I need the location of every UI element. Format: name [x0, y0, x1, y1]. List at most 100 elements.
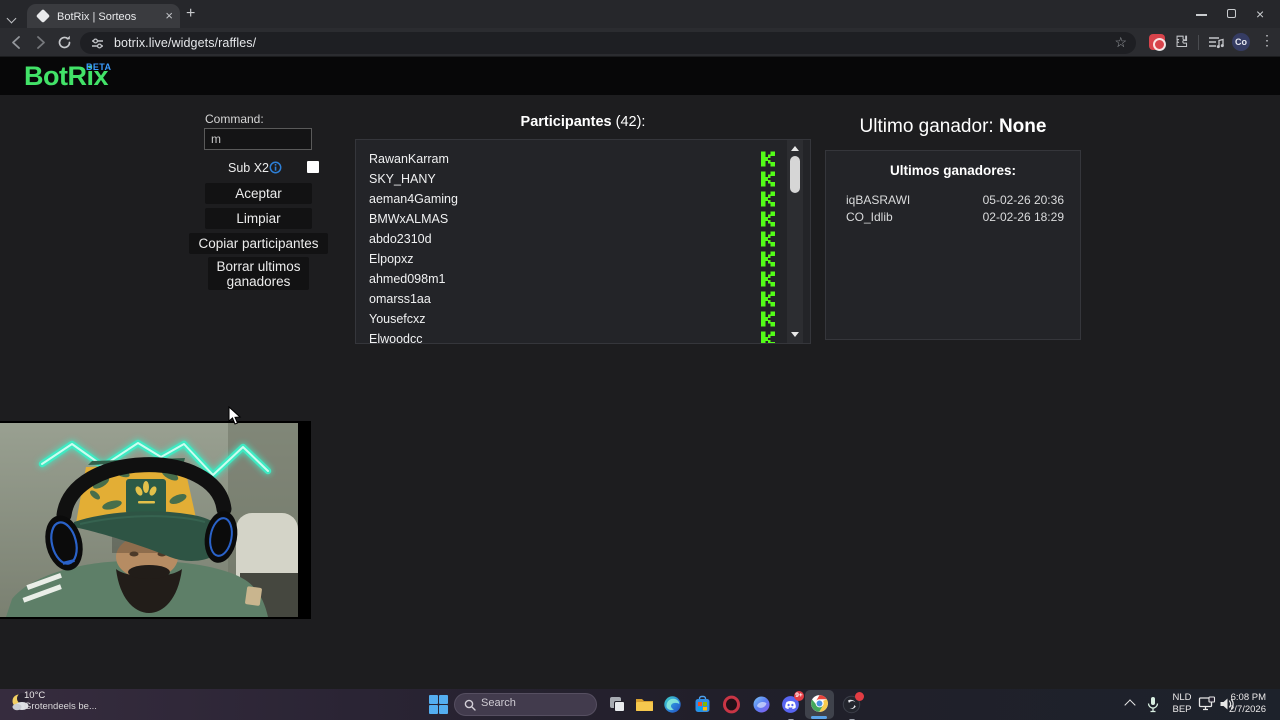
- command-label: Command:: [205, 112, 264, 126]
- scroll-up-icon[interactable]: [791, 146, 799, 151]
- discord-icon[interactable]: 9+: [781, 691, 804, 720]
- tab-title: BotRix | Sorteos: [57, 11, 137, 23]
- participants-heading: Participantes (42):: [355, 114, 811, 130]
- window-minimize-button[interactable]: [1196, 14, 1207, 16]
- participant-row: RawanKarram: [356, 149, 810, 169]
- kick-icon: [761, 211, 775, 227]
- tray-time-text: 6:08 PM: [1230, 692, 1266, 703]
- kick-icon: [761, 291, 775, 307]
- last-winner-value: None: [998, 116, 1047, 137]
- copilot-icon[interactable]: [752, 695, 771, 714]
- participants-scrollbar[interactable]: [787, 140, 803, 343]
- participant-row: BMWxALMAS: [356, 209, 810, 229]
- extensions-puzzle-icon[interactable]: [1174, 34, 1189, 49]
- sub-x2-checkbox[interactable]: [307, 161, 319, 173]
- network-icon[interactable]: [1198, 696, 1216, 712]
- new-tab-button[interactable]: +: [186, 5, 196, 22]
- winner-date: 02-02-26 18:29: [982, 210, 1064, 224]
- toolbar-divider: [1198, 35, 1199, 50]
- window-close-button[interactable]: ×: [1256, 6, 1265, 22]
- taskbar-search[interactable]: [454, 693, 597, 716]
- winner-name: iqBASRAWI: [846, 193, 911, 207]
- kick-icon: [761, 311, 775, 327]
- chrome-icon[interactable]: [810, 694, 829, 713]
- tray-chevron-icon[interactable]: [1124, 699, 1136, 711]
- participants-list: RawanKarram SKY_HANY aeman4Gaming BMWxAL…: [355, 139, 811, 344]
- address-bar[interactable]: botrix.live/widgets/raffles/ ☆: [80, 31, 1136, 54]
- active-indicator: [811, 716, 827, 719]
- back-icon[interactable]: [8, 34, 25, 51]
- tab-close-icon[interactable]: ×: [165, 8, 173, 23]
- sub-x2-label: Sub X2: [228, 161, 270, 175]
- scroll-down-icon[interactable]: [791, 332, 799, 337]
- media-controls-icon[interactable]: [1208, 35, 1224, 50]
- winners-title: Ultimos ganadores:: [889, 163, 1017, 178]
- site-header: BotRix BETA: [0, 57, 1280, 95]
- edge-browser-icon[interactable]: [663, 695, 682, 714]
- file-explorer-icon[interactable]: [635, 695, 654, 714]
- chrome-active-highlight[interactable]: [805, 690, 834, 719]
- reload-icon[interactable]: [56, 34, 73, 51]
- participant-row: ahmed098m1: [356, 269, 810, 289]
- tray-date-text: 2/7/2026: [1229, 704, 1266, 715]
- weather-temp[interactable]: 10°C: [24, 690, 46, 701]
- kick-icon: [761, 171, 775, 187]
- browser-toolbar: botrix.live/widgets/raffles/ ☆ Co ⋮: [0, 28, 1280, 57]
- obs-badge: [855, 692, 864, 701]
- accept-button[interactable]: Aceptar: [205, 183, 312, 204]
- volume-icon[interactable]: [1219, 696, 1235, 712]
- headphone-earcup-right: [204, 511, 238, 563]
- person-beard: [116, 569, 182, 613]
- weather-icon[interactable]: [10, 692, 32, 714]
- headphone-earcup-left: [45, 515, 83, 571]
- webcam-overlay: [0, 421, 311, 619]
- participant-row: SKY_HANY: [356, 169, 810, 189]
- info-icon[interactable]: [269, 161, 282, 174]
- scrollbar-thumb[interactable]: [790, 156, 800, 193]
- participants-count: (42):: [615, 114, 646, 130]
- participants-title: Participantes: [520, 114, 612, 130]
- webcam-video: [0, 423, 298, 617]
- participant-row: abdo2310d: [356, 229, 810, 249]
- microsoft-store-icon[interactable]: [693, 695, 712, 714]
- site-settings-icon[interactable]: [91, 37, 104, 50]
- browser-tabstrip: BotRix | Sorteos × + ×: [0, 0, 1280, 28]
- participant-row: aeman4Gaming: [356, 189, 810, 209]
- window-controls: ×: [1194, 0, 1280, 28]
- headphones-band: [56, 457, 232, 523]
- task-view-button[interactable]: [608, 695, 627, 714]
- copy-participants-button[interactable]: Copiar participantes: [189, 233, 328, 254]
- start-button[interactable]: [429, 695, 448, 714]
- profile-avatar[interactable]: Co: [1232, 33, 1250, 51]
- tray-language[interactable]: NLD BEP: [1172, 692, 1192, 715]
- browser-tab[interactable]: BotRix | Sorteos ×: [27, 4, 180, 28]
- microphone-icon[interactable]: [1146, 696, 1160, 713]
- browser-menu-icon[interactable]: ⋮: [1260, 32, 1274, 48]
- search-input[interactable]: [481, 697, 581, 709]
- extension-icon[interactable]: [1149, 34, 1166, 51]
- search-icon: [464, 699, 476, 711]
- participant-row: Elwoodcc: [356, 329, 810, 343]
- obs-icon[interactable]: [842, 692, 864, 720]
- forward-icon[interactable]: [32, 34, 49, 51]
- opera-gx-icon[interactable]: [722, 695, 741, 714]
- tab-search-icon[interactable]: [6, 9, 17, 24]
- participant-row: Yousefcxz: [356, 309, 810, 329]
- winner-name: CO_Idlib: [846, 210, 893, 224]
- bookmark-star-icon[interactable]: ☆: [1114, 33, 1127, 50]
- clear-button[interactable]: Limpiar: [205, 208, 312, 229]
- botrix-logo[interactable]: BotRix: [24, 61, 109, 91]
- kick-icon: [761, 191, 775, 207]
- kick-icon: [761, 151, 775, 167]
- site-favicon-icon: [35, 8, 51, 24]
- url-text[interactable]: botrix.live/widgets/raffles/: [114, 35, 257, 50]
- kick-icon: [761, 251, 775, 267]
- delete-winners-button[interactable]: Borrar ultimos ganadores: [208, 257, 309, 290]
- weather-desc[interactable]: Grotendeels be...: [24, 701, 97, 712]
- kick-icon: [761, 331, 775, 343]
- window-maximize-button[interactable]: [1227, 9, 1236, 18]
- tray-clock[interactable]: 6:08 PM 2/7/2026: [1229, 692, 1266, 716]
- winner-date: 05-02-26 20:36: [982, 193, 1064, 207]
- command-input[interactable]: [204, 128, 312, 150]
